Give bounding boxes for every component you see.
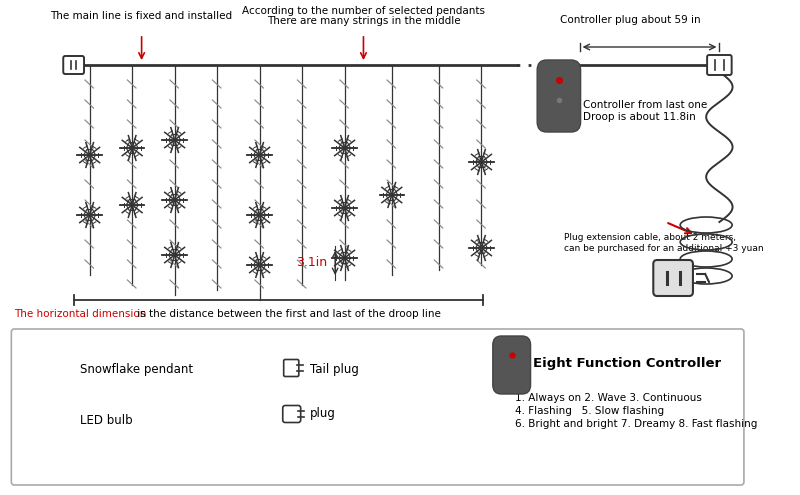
Text: The main line is fixed and installed: The main line is fixed and installed (50, 11, 233, 21)
FancyBboxPatch shape (63, 56, 84, 74)
Text: 3.1in: 3.1in (296, 255, 327, 268)
FancyBboxPatch shape (537, 60, 581, 132)
Text: Snowflake pendant: Snowflake pendant (80, 363, 194, 377)
Text: Eight Function Controller: Eight Function Controller (534, 356, 722, 369)
FancyBboxPatch shape (11, 329, 744, 485)
FancyBboxPatch shape (282, 405, 301, 423)
Text: Plug extension cable, about 2 meters,
can be purchased for an additional +3 yuan: Plug extension cable, about 2 meters, ca… (564, 233, 763, 253)
FancyBboxPatch shape (493, 336, 530, 394)
Text: is the distance between the first and last of the droop line: is the distance between the first and la… (134, 309, 441, 319)
Text: There are many strings in the middle: There are many strings in the middle (266, 16, 460, 26)
Text: According to the number of selected pendants: According to the number of selected pend… (242, 6, 485, 16)
Text: Controller plug about 59 in: Controller plug about 59 in (560, 15, 701, 25)
Text: 4. Flashing   5. Slow flashing: 4. Flashing 5. Slow flashing (514, 406, 664, 416)
FancyBboxPatch shape (707, 55, 732, 75)
Text: plug: plug (310, 407, 335, 420)
FancyBboxPatch shape (654, 260, 693, 296)
Text: The horizontal dimension: The horizontal dimension (14, 309, 146, 319)
Text: 6. Bright and bright 7. Dreamy 8. Fast flashing: 6. Bright and bright 7. Dreamy 8. Fast f… (514, 419, 757, 429)
FancyBboxPatch shape (284, 359, 298, 377)
Text: LED bulb: LED bulb (80, 413, 133, 427)
Text: Controller from last one
Droop is about 11.8in: Controller from last one Droop is about … (583, 100, 708, 122)
Text: Tail plug: Tail plug (310, 363, 358, 377)
Text: 1. Always on 2. Wave 3. Continuous: 1. Always on 2. Wave 3. Continuous (514, 393, 702, 403)
